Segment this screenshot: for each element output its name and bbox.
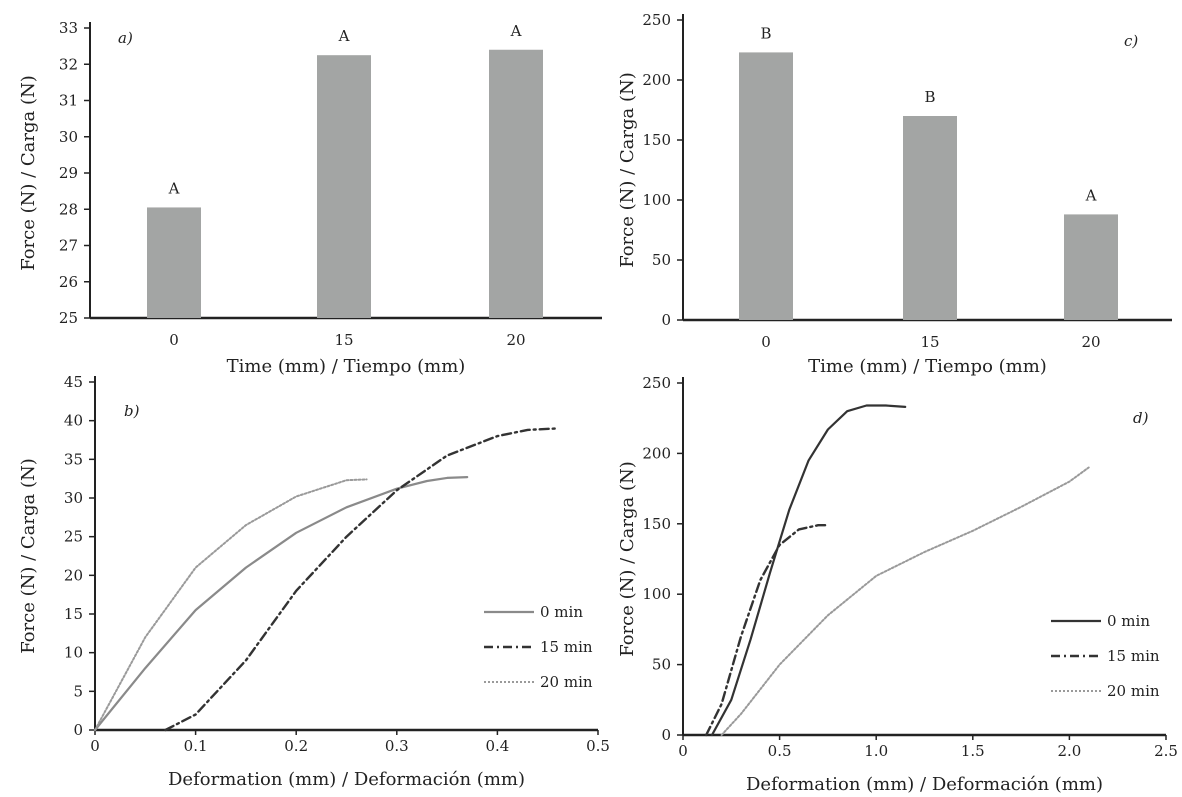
- y-tick-label: 35: [64, 450, 83, 468]
- y-tick-label: 5: [73, 682, 83, 700]
- y-axis-title: Force (N) / Carga (N): [18, 458, 39, 654]
- y-tick-label: 200: [642, 71, 671, 89]
- x-tick-label: 0.5: [768, 742, 792, 760]
- bar: [739, 52, 793, 321]
- y-tick-label: 40: [64, 412, 83, 430]
- bar-significance-label: A: [168, 179, 180, 197]
- y-axis-title: Force (N) / Carga (N): [18, 75, 39, 271]
- bar-significance-label: A: [510, 22, 522, 40]
- y-tick-label: 0: [73, 721, 83, 739]
- y-tick-label: 100: [642, 191, 671, 209]
- x-tick-label: 2.0: [1057, 742, 1081, 760]
- bar-significance-label: B: [760, 24, 771, 42]
- y-tick-label: 50: [652, 251, 671, 269]
- bar-significance-label: A: [1085, 186, 1097, 204]
- y-tick-label: 100: [642, 585, 671, 603]
- y-axis-title: Force (N) / Carga (N): [617, 461, 638, 657]
- y-tick-label: 30: [64, 489, 83, 507]
- y-tick-label: 0: [661, 726, 671, 744]
- bar: [147, 207, 201, 318]
- bar-significance-label: B: [924, 88, 935, 106]
- y-tick-label: 200: [642, 444, 671, 462]
- y-axis-title: Force (N) / Carga (N): [617, 72, 638, 268]
- panel-label: a): [118, 29, 133, 47]
- y-tick-label: 28: [59, 200, 78, 218]
- legend-entry: 15 min: [540, 638, 593, 656]
- x-tick-label: 20: [506, 331, 525, 349]
- x-tick-label: 15: [920, 333, 939, 351]
- bar: [489, 49, 543, 318]
- series-line-20-min: [94, 478, 368, 731]
- y-tick-label: 31: [59, 92, 78, 110]
- x-tick-label: 0: [169, 331, 179, 349]
- y-tick-label: 150: [642, 131, 671, 149]
- x-tick-label: 0.5: [586, 737, 610, 755]
- y-tick-label: 150: [642, 515, 671, 533]
- x-tick-label: 0.1: [184, 737, 208, 755]
- series-line-20-min: [720, 466, 1090, 736]
- y-tick-label: 0: [661, 311, 671, 329]
- x-axis-title: Time (mm) / Tiempo (mm): [227, 356, 466, 377]
- legend-entry: 20 min: [540, 673, 593, 691]
- x-tick-label: 1.0: [864, 742, 888, 760]
- y-tick-label: 250: [642, 11, 671, 29]
- x-tick-label: 20: [1081, 333, 1100, 351]
- y-tick-label: 50: [652, 656, 671, 674]
- y-tick-label: 20: [64, 566, 83, 584]
- bar: [317, 55, 371, 318]
- panel-label: d): [1133, 409, 1149, 427]
- series-line-0-min: [93, 476, 469, 732]
- y-tick-label: 30: [59, 128, 78, 146]
- x-tick-label: 0.4: [485, 737, 509, 755]
- x-tick-label: 0.2: [284, 737, 308, 755]
- x-tick-label: 0: [678, 742, 688, 760]
- y-tick-label: 33: [59, 19, 78, 37]
- y-tick-label: 250: [642, 374, 671, 392]
- y-tick-label: 29: [59, 164, 78, 182]
- x-tick-label: 0.3: [385, 737, 409, 755]
- legend-entry: 0 min: [540, 603, 583, 621]
- y-tick-label: 32: [59, 55, 78, 73]
- bar-significance-label: A: [338, 27, 350, 45]
- y-tick-label: 45: [64, 373, 83, 391]
- x-tick-label: 1.5: [961, 742, 985, 760]
- x-tick-label: 0: [761, 333, 771, 351]
- legend-entry: 15 min: [1107, 647, 1160, 665]
- y-tick-label: 25: [59, 309, 78, 327]
- legend-entry: 0 min: [1107, 612, 1150, 630]
- y-tick-label: 25: [64, 528, 83, 546]
- chart-panel-d: 0 50 100 150 200 250 Force (N) / Carga (N) Defo…: [617, 374, 1178, 795]
- y-tick-label: 10: [64, 644, 83, 662]
- legend-entry: 20 min: [1107, 682, 1160, 700]
- x-axis-title: Deformation (mm) / Deformación (mm): [746, 774, 1103, 795]
- x-tick-label: 15: [334, 331, 353, 349]
- chart-panel-b: 0 5 10 15 20 25 30 35 40 45 Force (N) / Carga (N) D…: [18, 373, 610, 790]
- chart-panel-a: 25 26 27 28 29 30 31 32 33 Force (N) / Carga (N) T…: [18, 19, 602, 377]
- panel-label: b): [124, 402, 140, 420]
- y-tick-label: 26: [59, 273, 78, 291]
- series-line-15-min: [705, 524, 830, 737]
- x-axis-title: Time (mm) / Tiempo (mm): [808, 356, 1047, 377]
- series-line-15-min: [164, 427, 559, 732]
- y-tick-label: 15: [64, 605, 83, 623]
- x-axis-title: Deformation (mm) / Deformación (mm): [168, 769, 525, 790]
- x-tick-label: 2.5: [1154, 742, 1178, 760]
- series-line-0-min: [710, 404, 907, 737]
- panel-label: c): [1124, 32, 1138, 50]
- x-tick-label: 0: [90, 737, 100, 755]
- bar: [903, 116, 957, 320]
- bar: [1064, 214, 1118, 320]
- y-tick-label: 27: [59, 237, 78, 255]
